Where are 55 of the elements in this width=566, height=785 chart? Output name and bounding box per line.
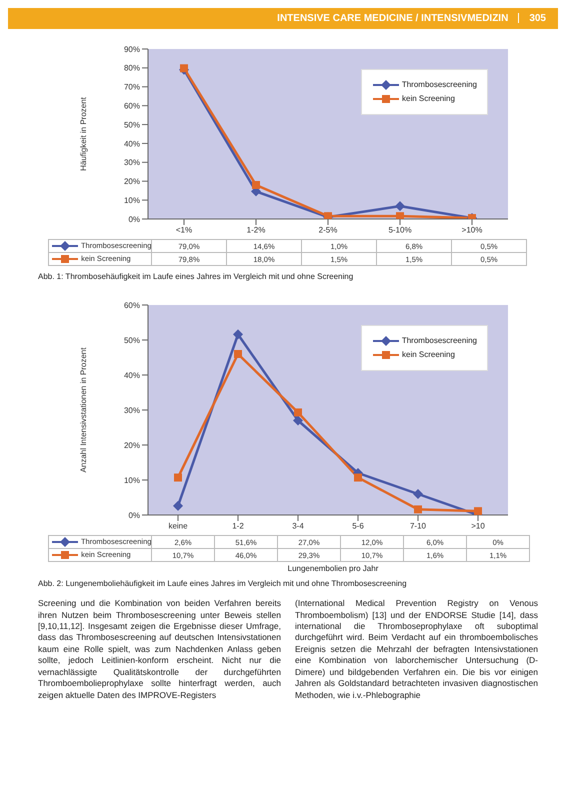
- x-tick-label: 2-5%: [318, 226, 338, 235]
- text: INTENSIVE CARE MEDICINE / INTENSIVMEDIZIN: [277, 13, 508, 24]
- point: [413, 489, 423, 500]
- point: [474, 507, 482, 516]
- caption: Abb. 2: Lungenemboliehäufigkeit im Laufe eines Jahres im Vergleich mit und ohne Thrombosescreening: [38, 579, 408, 588]
- text: (International Medical Prevention Registry on Venous Thromboembolism) [13] und der ENDORSE Studie [14], dass international die Thromboseprophylaxe oft suboptimal durchgeführt wird. Beim Verdacht auf ein thromboembolisches Ereignis setzen die Mehrzahl der befragten Intensivstationen eine Kombination von laborchemischer Untersuchung (D-Dimere) und bildgebenden Verfahren ein. Die bis vor einigen Jahren als Goldstandard betrachteten invasiven diagnostischen Methoden, wie i.v.-Phlebographie: [295, 598, 538, 700]
- x-axis-title: Lungenembolien pro Jahr: [286, 564, 380, 574]
- y-axis-title: Anzahl Intensivstationen in Prozent: [78, 346, 88, 473]
- y-tick-label: 40%: [124, 370, 140, 380]
- point: [294, 408, 302, 416]
- point: [354, 474, 362, 482]
- x-tick-label: 1-2: [232, 522, 244, 531]
- y-tick-label: 70%: [124, 82, 140, 92]
- point: [293, 416, 303, 426]
- x-tick-label: 1-2%: [246, 226, 266, 235]
- x-tick-label: 3-4: [292, 522, 304, 531]
- y-tick-label: 60%: [124, 102, 140, 111]
- point: [395, 201, 405, 212]
- x-tick-label: keine: [168, 522, 188, 531]
- y-tick-label: 60%: [124, 300, 140, 310]
- point: [180, 64, 188, 72]
- point: [234, 350, 242, 358]
- legend-label: Thrombosescreening: [402, 336, 477, 346]
- y-tick-label: 0%: [128, 214, 140, 224]
- point: [396, 212, 404, 219]
- y-tick-label: 50%: [124, 120, 140, 130]
- legend-label: kein Screening: [402, 94, 455, 104]
- y-tick-label: 30%: [124, 406, 140, 415]
- y-tick-label: 10%: [124, 196, 140, 205]
- point: [173, 500, 183, 511]
- y-tick-label: 10%: [124, 476, 140, 485]
- x-tick-label: >10%: [462, 226, 482, 235]
- text: Screening und die Kombination von beiden Verfahren bereits ihren Nutzen beim Thrombosescreening unter Beweis stellen [9,10,11,12]. Insgesamt zeigen die Ergebnisse dieser Umfrage, dass das Thrombosescreening auf deutschen Intensivstationen kaum eine Rolle spielt, was zum Nachdenken Anlass geben sollte, jedoch Leitlinien-konform erscheint. Nicht nur die vernachlässigte Qualitätskontrolle der durchgeführten Thromboembolieprophylaxe sollte hinterfragt werden, auch zeigen aktuelle Daten des IMPROVE-Registers: [38, 598, 281, 700]
- y-tick-label: 40%: [124, 139, 140, 148]
- x-tick-label: >10: [471, 522, 486, 531]
- caption: Abb. 1: Thrombosehäufigkeit im Laufe eines Jahres im Vergleich mit und ohne Screening: [38, 272, 354, 282]
- legend-label: Thrombosescreening: [402, 80, 477, 90]
- y-tick-label: 20%: [124, 177, 140, 186]
- y-tick-label: 20%: [124, 440, 140, 450]
- point: [174, 474, 182, 482]
- x-tick-label: 5-10%: [388, 226, 412, 235]
- x-tick-label: 7-10: [410, 522, 427, 531]
- y-tick-label: 50%: [124, 336, 140, 345]
- text: 305: [529, 13, 546, 24]
- x-tick-label: <1%: [176, 226, 192, 235]
- point: [233, 329, 243, 340]
- y-axis-title: Häufigkeit in Prozent: [78, 96, 88, 171]
- y-tick-label: 0%: [128, 510, 140, 520]
- point: [414, 505, 422, 514]
- point: [252, 181, 260, 189]
- x-tick-label: 5-6: [352, 522, 364, 531]
- y-tick-label: 30%: [124, 158, 140, 168]
- y-tick-label: 90%: [124, 44, 140, 54]
- y-tick-label: 80%: [124, 64, 140, 73]
- legend-label: kein Screening: [402, 350, 455, 360]
